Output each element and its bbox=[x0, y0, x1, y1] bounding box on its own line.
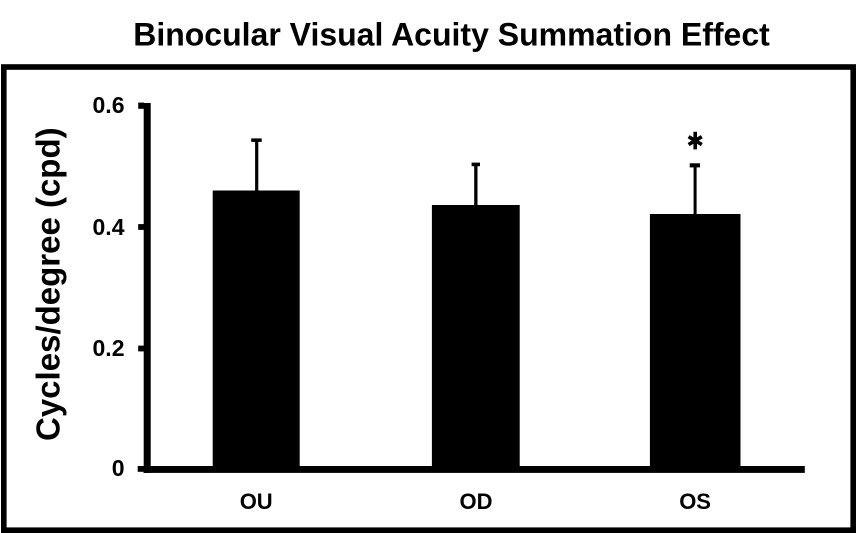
svg-text:OD: OD bbox=[460, 489, 493, 514]
svg-text:0: 0 bbox=[112, 455, 125, 481]
svg-text:OS: OS bbox=[679, 489, 711, 514]
svg-text:Cycles/degree (cpd): Cycles/degree (cpd) bbox=[30, 127, 67, 441]
svg-text:0.6: 0.6 bbox=[93, 92, 125, 118]
svg-text:0.2: 0.2 bbox=[93, 335, 125, 361]
svg-text:0.4: 0.4 bbox=[93, 214, 125, 240]
svg-text:Binocular Visual Acuity Summat: Binocular Visual Acuity Summation Effect bbox=[133, 17, 770, 53]
svg-text:OU: OU bbox=[240, 489, 273, 514]
